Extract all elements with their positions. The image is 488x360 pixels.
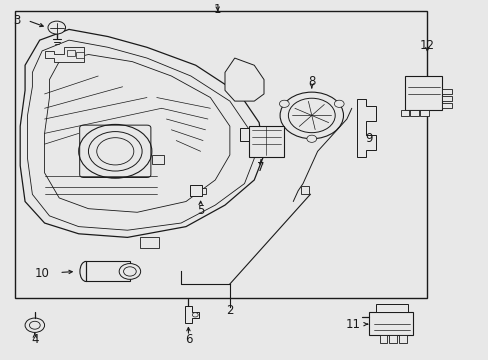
Text: 7: 7 bbox=[257, 161, 264, 174]
Bar bbox=[441, 89, 451, 94]
Text: 1: 1 bbox=[213, 3, 221, 16]
Circle shape bbox=[279, 100, 288, 107]
Circle shape bbox=[25, 318, 44, 332]
Polygon shape bbox=[27, 40, 254, 230]
Bar bbox=[140, 237, 159, 248]
Text: 12: 12 bbox=[419, 39, 434, 52]
Text: 4: 4 bbox=[31, 333, 39, 346]
Text: 8: 8 bbox=[307, 75, 315, 88]
Bar bbox=[419, 110, 428, 116]
Text: 11: 11 bbox=[345, 318, 360, 331]
Circle shape bbox=[123, 267, 136, 276]
Circle shape bbox=[29, 321, 40, 329]
Bar bbox=[409, 110, 418, 116]
Text: 5: 5 bbox=[197, 204, 204, 217]
Text: 2: 2 bbox=[225, 305, 233, 318]
Circle shape bbox=[280, 92, 343, 139]
Bar bbox=[15, 12, 427, 298]
Bar bbox=[441, 96, 451, 101]
Circle shape bbox=[97, 138, 134, 165]
Bar bbox=[379, 335, 386, 343]
Bar bbox=[76, 52, 83, 58]
Circle shape bbox=[192, 313, 198, 317]
Circle shape bbox=[288, 98, 334, 133]
Circle shape bbox=[334, 100, 344, 107]
Bar bbox=[441, 103, 451, 108]
Bar bbox=[189, 185, 201, 197]
Bar bbox=[239, 128, 249, 140]
Bar bbox=[368, 312, 412, 335]
Bar bbox=[66, 50, 75, 56]
Bar bbox=[375, 304, 407, 312]
Polygon shape bbox=[44, 54, 229, 212]
Polygon shape bbox=[20, 30, 264, 237]
Bar bbox=[152, 155, 163, 164]
Polygon shape bbox=[44, 47, 83, 62]
Bar bbox=[201, 188, 206, 194]
Polygon shape bbox=[356, 99, 375, 157]
Bar bbox=[400, 110, 408, 116]
Circle shape bbox=[79, 125, 152, 178]
Bar bbox=[388, 335, 396, 343]
Text: 3: 3 bbox=[13, 14, 20, 27]
Text: 9: 9 bbox=[365, 132, 372, 145]
Bar bbox=[398, 335, 406, 343]
Bar bbox=[300, 186, 309, 194]
Circle shape bbox=[306, 135, 316, 142]
Polygon shape bbox=[224, 58, 264, 101]
Bar bbox=[249, 126, 283, 157]
Text: 10: 10 bbox=[35, 267, 49, 280]
Circle shape bbox=[119, 264, 141, 279]
Circle shape bbox=[88, 132, 142, 171]
Polygon shape bbox=[184, 306, 199, 323]
Text: 6: 6 bbox=[184, 333, 192, 346]
Bar bbox=[86, 261, 130, 282]
Circle shape bbox=[48, 21, 65, 34]
Bar bbox=[405, 76, 441, 110]
